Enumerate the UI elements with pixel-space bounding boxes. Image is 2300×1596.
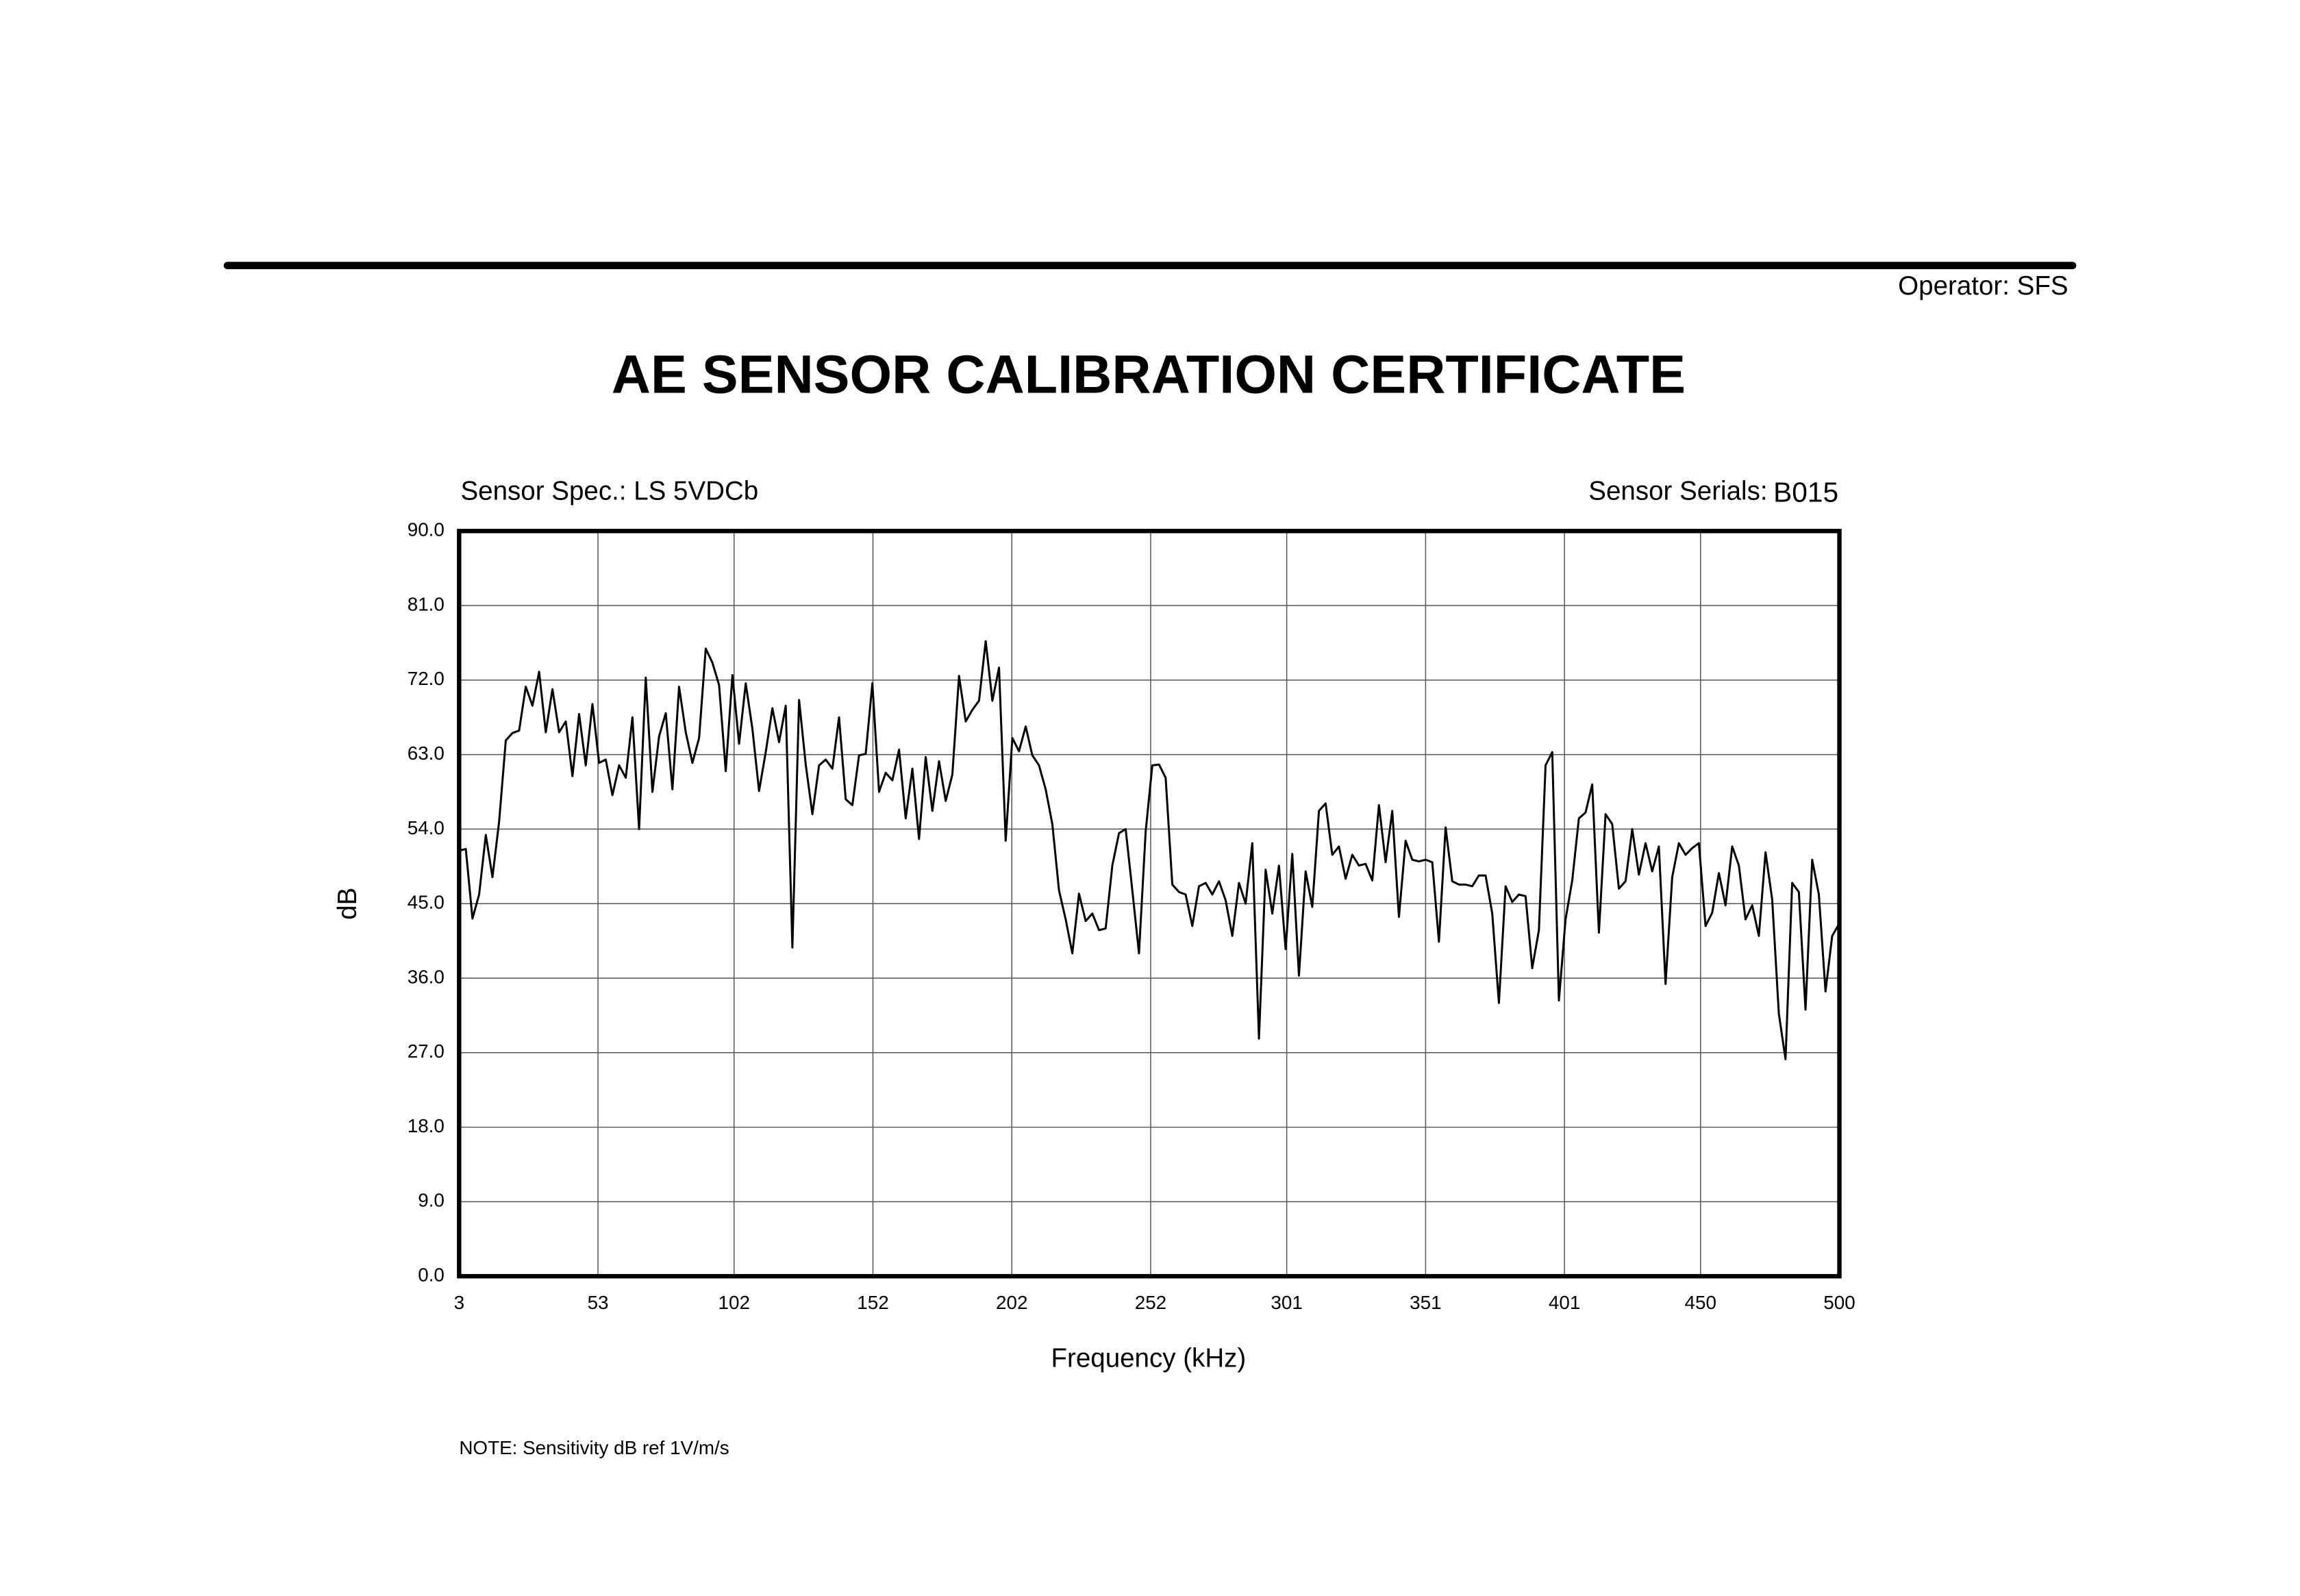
x-tick-label: 500 — [1823, 1292, 1855, 1313]
y-tick-label: 27.0 — [408, 1040, 445, 1062]
x-tick-label: 53 — [588, 1292, 609, 1313]
x-tick-label: 3 — [454, 1292, 464, 1313]
y-tick-label: 90.0 — [408, 519, 445, 540]
sensor-serials-label: Sensor Serials: — [1588, 477, 1767, 506]
x-tick-label: 252 — [1135, 1292, 1166, 1313]
x-tick-label: 202 — [996, 1292, 1027, 1313]
y-axis-label: dB — [333, 888, 362, 920]
data-line — [458, 640, 1840, 1060]
y-tick-label: 63.0 — [408, 743, 445, 764]
note: NOTE: Sensitivity dB ref 1V/m/s — [459, 1437, 729, 1458]
y-tick-label: 0.0 — [418, 1264, 445, 1286]
x-tick-label: 152 — [857, 1292, 888, 1313]
y-tick-label: 54.0 — [408, 817, 445, 838]
sensor-spec: Sensor Spec.: LS 5VDCb — [460, 477, 758, 506]
y-tick-label: 9.0 — [418, 1190, 445, 1211]
plot-area: 0.0 9.0 18.0 27.0 36.0 45.0 54.0 63.0 72.0 81.0 90… — [408, 519, 1855, 1314]
chart-title: AE SENSOR CALIBRATION CERTIFICATE — [612, 343, 1686, 404]
x-axis-label: Frequency (kHz) — [1051, 1343, 1246, 1373]
x-tick-label: 401 — [1549, 1292, 1580, 1313]
x-tick-label: 351 — [1410, 1292, 1441, 1313]
y-tick-label: 45.0 — [408, 892, 445, 913]
x-tick-label: 301 — [1271, 1292, 1302, 1313]
y-tick-label: 36.0 — [408, 966, 445, 987]
x-tick-label: 102 — [718, 1292, 750, 1313]
y-tick-label: 72.0 — [408, 668, 445, 689]
y-tick-label: 81.0 — [408, 593, 445, 614]
x-tick-label: 450 — [1685, 1292, 1716, 1313]
y-tick-label: 18.0 — [408, 1115, 445, 1136]
sensor-serials: B015 — [1773, 476, 1838, 508]
plot-frame — [457, 529, 1842, 1279]
operator: Operator: SFS — [1898, 271, 2068, 301]
